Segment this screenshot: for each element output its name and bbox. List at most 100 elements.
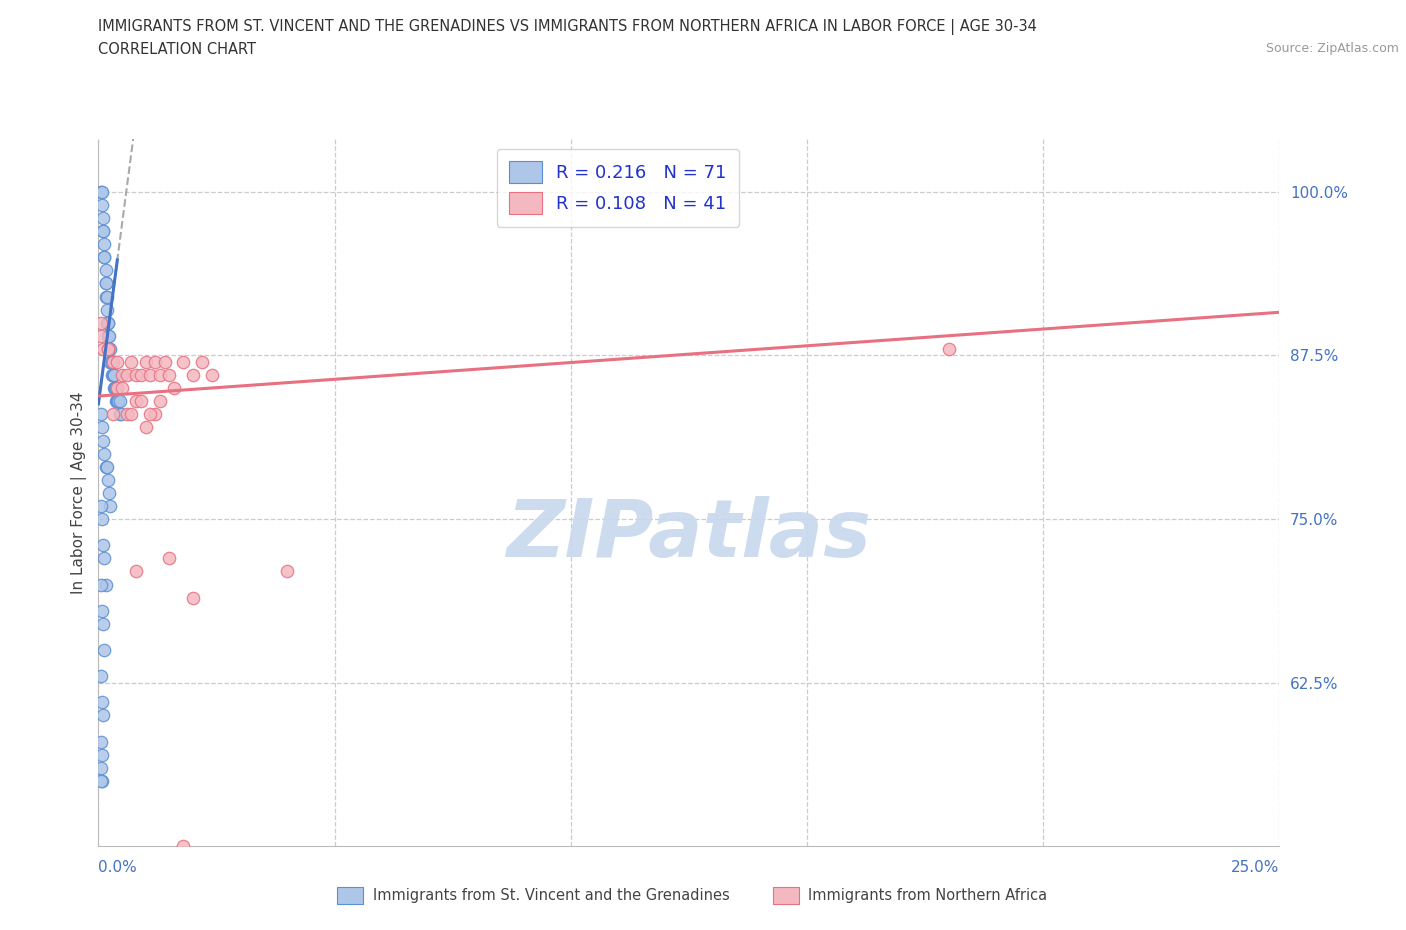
Point	[97, 328, 120, 343]
Point	[97, 315, 120, 330]
Point	[91, 774, 114, 789]
Point	[90, 761, 112, 776]
Point	[90, 407, 112, 422]
Point	[104, 380, 127, 395]
Point	[97, 341, 120, 356]
Text: CORRELATION CHART: CORRELATION CHART	[98, 42, 256, 57]
Point	[101, 367, 124, 382]
Point	[139, 367, 162, 382]
Point	[105, 380, 128, 395]
Point	[91, 184, 114, 199]
Point	[90, 328, 112, 343]
Point	[91, 433, 114, 448]
Point	[149, 393, 172, 408]
Point	[96, 289, 118, 304]
Point	[103, 380, 125, 395]
Text: ZIPatlas: ZIPatlas	[506, 497, 872, 575]
Point	[125, 564, 148, 578]
Point	[105, 393, 128, 408]
Point	[101, 367, 124, 382]
Point	[105, 393, 128, 408]
Point	[111, 367, 134, 382]
Point	[276, 564, 298, 578]
Point	[97, 341, 120, 356]
Text: IMMIGRANTS FROM ST. VINCENT AND THE GRENADINES VS IMMIGRANTS FROM NORTHERN AFRIC: IMMIGRANTS FROM ST. VINCENT AND THE GREN…	[98, 19, 1038, 34]
Point	[104, 380, 127, 395]
Point	[98, 354, 121, 369]
Point	[97, 328, 120, 343]
Point	[94, 263, 117, 278]
Point	[91, 197, 114, 212]
Point	[125, 367, 148, 382]
Point	[135, 354, 157, 369]
Point	[91, 512, 114, 526]
Y-axis label: In Labor Force | Age 30-34: In Labor Force | Age 30-34	[72, 392, 87, 594]
Text: 0.0%: 0.0%	[98, 860, 138, 875]
Text: Immigrants from Northern Africa: Immigrants from Northern Africa	[808, 888, 1047, 903]
Point	[103, 367, 125, 382]
Point	[157, 551, 180, 565]
Point	[94, 276, 117, 291]
Point	[129, 393, 152, 408]
Point	[91, 695, 114, 710]
Point	[91, 224, 114, 239]
Point	[96, 459, 118, 474]
Point	[98, 498, 121, 513]
Point	[101, 407, 124, 422]
Point	[107, 393, 129, 408]
Point	[100, 354, 122, 369]
Point	[181, 591, 204, 605]
Text: Source: ZipAtlas.com: Source: ZipAtlas.com	[1265, 42, 1399, 55]
Point	[97, 472, 120, 487]
Point	[90, 315, 112, 330]
Point	[90, 774, 112, 789]
Point	[105, 380, 128, 395]
Point	[125, 393, 148, 408]
Point	[94, 578, 117, 592]
Point	[110, 407, 132, 422]
Point	[157, 367, 180, 382]
Point	[97, 341, 120, 356]
Point	[90, 184, 112, 199]
Point	[121, 407, 143, 422]
Point	[163, 380, 186, 395]
Point	[91, 747, 114, 762]
Point	[93, 643, 115, 658]
Point	[98, 354, 121, 369]
Legend: R = 0.216   N = 71, R = 0.108   N = 41: R = 0.216 N = 71, R = 0.108 N = 41	[496, 149, 740, 227]
Point	[153, 354, 176, 369]
Point	[93, 250, 115, 265]
Point	[191, 354, 214, 369]
Point	[121, 354, 143, 369]
Point	[143, 407, 166, 422]
Point	[94, 276, 117, 291]
Point	[108, 393, 131, 408]
Point	[181, 367, 204, 382]
Point	[101, 367, 124, 382]
Point	[90, 734, 112, 749]
Point	[97, 341, 120, 356]
Point	[97, 485, 120, 500]
Point	[91, 538, 114, 552]
Point	[115, 407, 138, 422]
Point	[111, 380, 134, 395]
Point	[91, 604, 114, 618]
Point	[96, 315, 118, 330]
Point	[98, 341, 121, 356]
Point	[91, 210, 114, 225]
Point	[91, 224, 114, 239]
Point	[139, 407, 162, 422]
Point	[90, 669, 112, 684]
Point	[172, 839, 194, 854]
Point	[93, 551, 115, 565]
Point	[149, 367, 172, 382]
Point	[91, 708, 114, 723]
Point	[143, 354, 166, 369]
Point	[94, 289, 117, 304]
Point	[96, 302, 118, 317]
Point	[90, 498, 112, 513]
Point	[100, 354, 122, 369]
Point	[105, 354, 128, 369]
Text: 25.0%: 25.0%	[1232, 860, 1279, 875]
Point	[129, 367, 152, 382]
